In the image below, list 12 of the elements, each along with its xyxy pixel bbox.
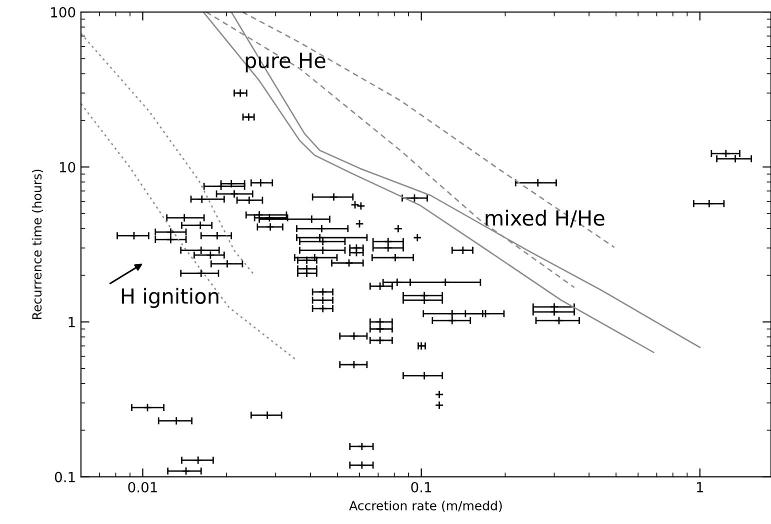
annotation: pure He	[246, 52, 326, 72]
x-tick-label: 0.01	[128, 482, 157, 492]
annotation: H ignition	[122, 288, 218, 308]
x-axis-title: Accretion rate (m/medd)	[349, 500, 502, 512]
y-tick-label: 0.1	[54, 472, 75, 482]
x-tick-label: 1	[696, 482, 704, 492]
y-axis-title: Recurrence time (hours)	[32, 170, 44, 320]
annotation: mixed H/He	[486, 210, 604, 228]
x-tick-label: 0.1	[411, 482, 432, 492]
y-tick-label: 1	[68, 317, 75, 328]
y-tick-label: 100	[51, 7, 76, 18]
y-tick-label: 10	[60, 162, 76, 172]
